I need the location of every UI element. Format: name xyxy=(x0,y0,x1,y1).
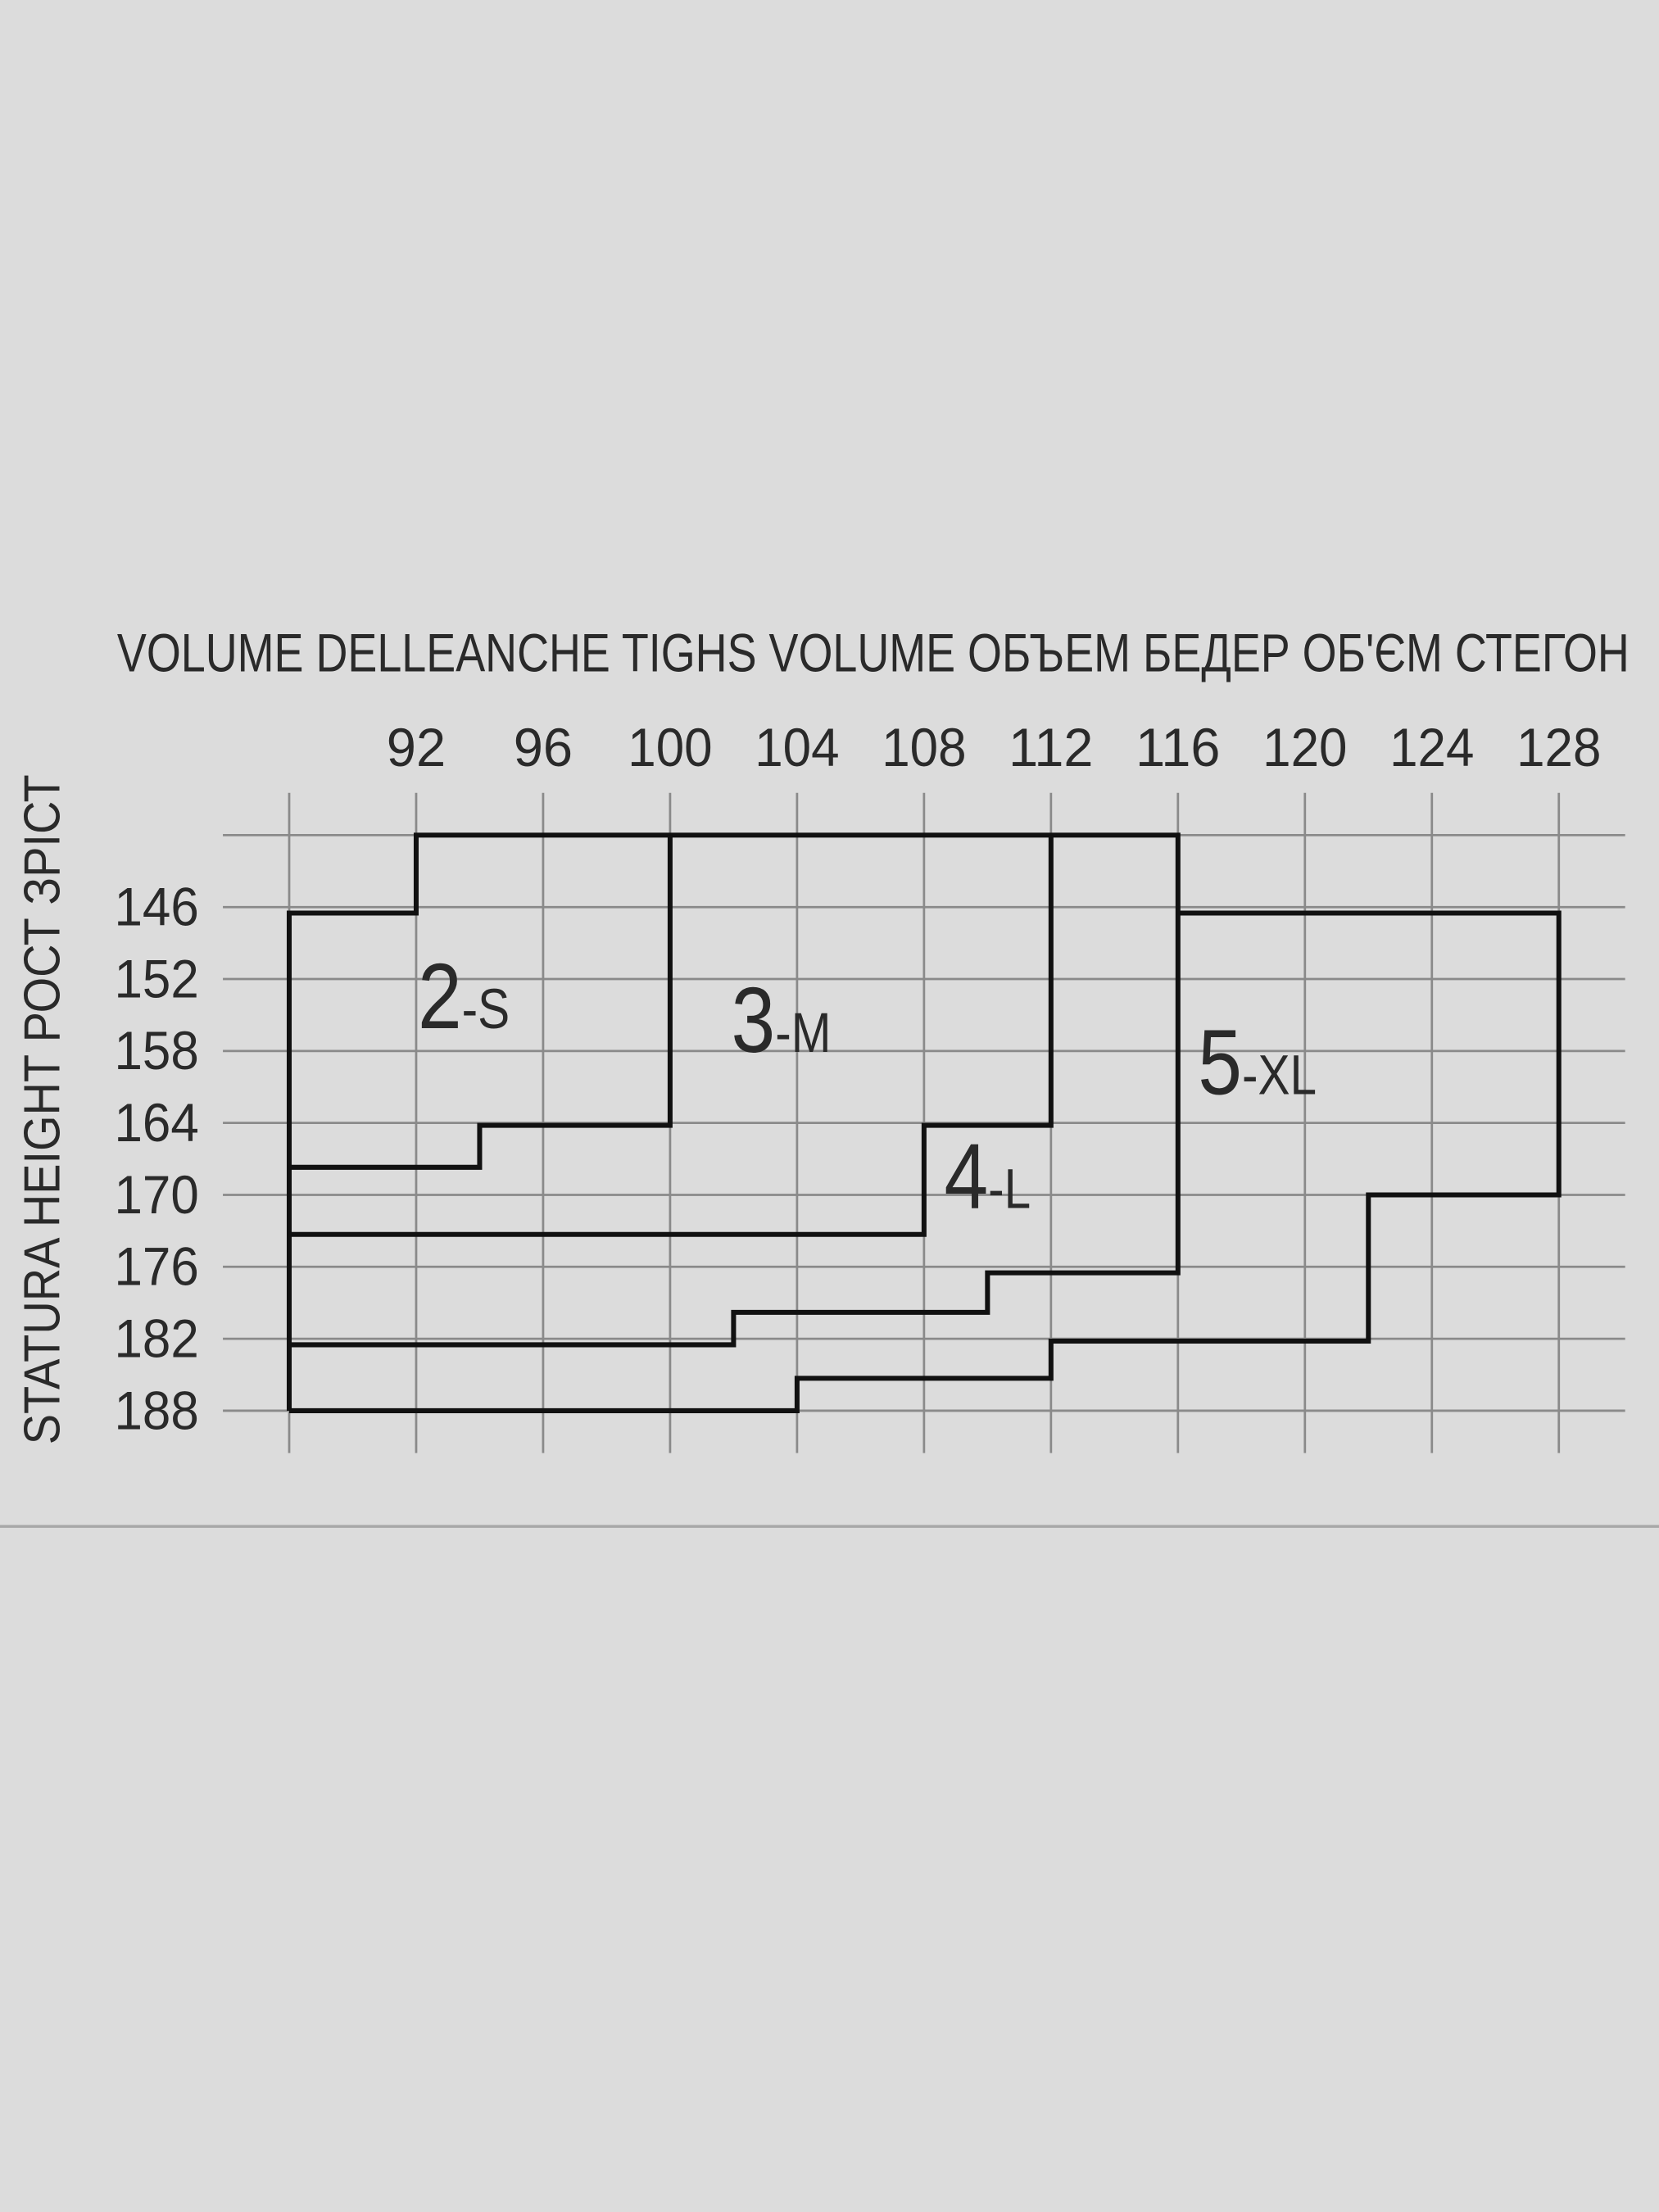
size-letter: -XL xyxy=(1242,1043,1317,1107)
y-tick-label: 152 xyxy=(114,949,198,1009)
x-tick-label: 104 xyxy=(755,718,839,777)
size-number: 3 xyxy=(732,969,776,1072)
x-tick-label: 128 xyxy=(1516,718,1601,777)
size-number: 2 xyxy=(418,945,462,1049)
size-label: 4-L xyxy=(944,1125,1031,1228)
x-tick-label: 100 xyxy=(628,718,712,777)
size-region-boundary xyxy=(288,835,673,1170)
size-letter: -S xyxy=(462,977,510,1040)
y-tick-label: 146 xyxy=(114,877,198,937)
size-label: 5-XL xyxy=(1198,1011,1317,1114)
y-axis-label: STATURA HEIGHT РОСТ ЗРІСТ xyxy=(14,774,70,1444)
y-tick-label: 170 xyxy=(114,1165,198,1225)
size-label: 2-S xyxy=(418,945,510,1049)
size-letter: -L xyxy=(988,1157,1031,1221)
size-number: 4 xyxy=(944,1125,988,1228)
size-region-boundary xyxy=(288,835,1054,1237)
y-tick-label: 188 xyxy=(114,1380,198,1440)
size-region-boundary xyxy=(286,832,1181,1411)
y-tick-label: 182 xyxy=(114,1309,198,1369)
x-tick-label: 96 xyxy=(514,718,573,777)
size-region-boundary xyxy=(288,910,1562,1413)
x-tick-label: 108 xyxy=(882,718,966,777)
x-tick-label: 120 xyxy=(1262,718,1347,777)
y-tick-label: 158 xyxy=(114,1021,198,1081)
size-letter: -M xyxy=(775,1001,831,1065)
y-tick-label: 164 xyxy=(114,1093,198,1153)
y-tick-label: 176 xyxy=(114,1237,198,1297)
chart-title: VOLUME DELLEANCHE TIGHS VOLUME ОБЪЕМ БЕД… xyxy=(117,623,1630,683)
size-label: 3-M xyxy=(732,969,832,1072)
size-number: 5 xyxy=(1198,1011,1242,1114)
x-tick-label: 92 xyxy=(387,718,446,777)
x-tick-label: 116 xyxy=(1135,718,1220,777)
x-tick-label: 112 xyxy=(1009,718,1093,777)
x-tick-label: 124 xyxy=(1389,718,1474,777)
